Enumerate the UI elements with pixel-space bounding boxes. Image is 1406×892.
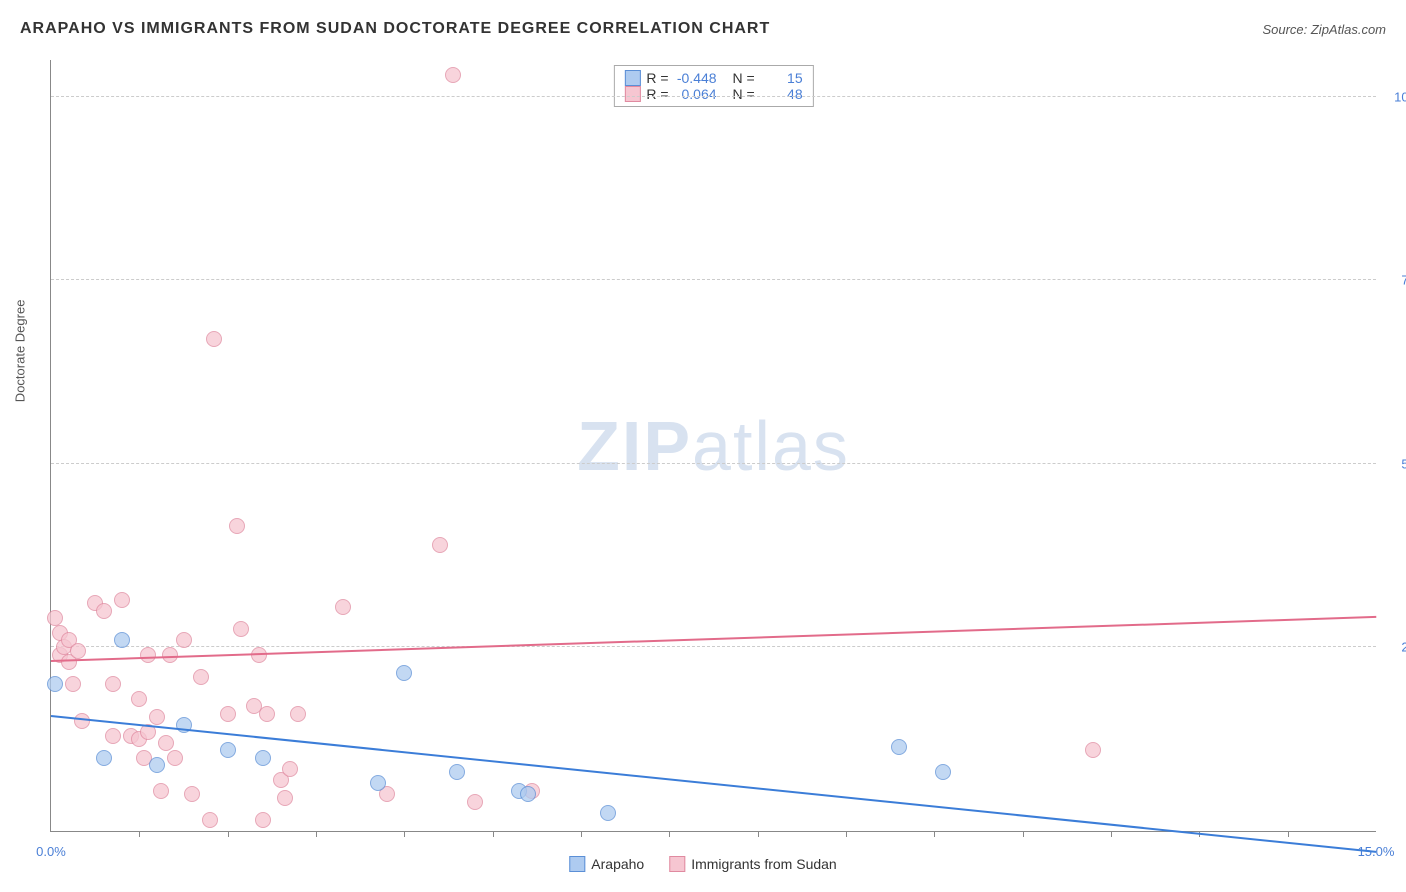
data-point-series2: [167, 750, 183, 766]
x-tick-mark: [1023, 831, 1024, 837]
data-point-series2: [153, 783, 169, 799]
data-point-series2: [96, 603, 112, 619]
data-point-series2: [70, 643, 86, 659]
data-point-series1: [600, 805, 616, 821]
data-point-series2: [282, 761, 298, 777]
data-point-series2: [335, 599, 351, 615]
stats-box: R = -0.448 N = 15 R = 0.064 N = 48: [613, 65, 813, 107]
data-point-series1: [891, 739, 907, 755]
data-point-series2: [202, 812, 218, 828]
gridline: [51, 646, 1376, 647]
data-point-series2: [467, 794, 483, 810]
legend-label: Immigrants from Sudan: [691, 856, 837, 872]
legend-item-series1: Arapaho: [569, 856, 644, 872]
data-point-series2: [149, 709, 165, 725]
legend-label: Arapaho: [591, 856, 644, 872]
source-label: Source: ZipAtlas.com: [1262, 22, 1386, 37]
data-point-series2: [445, 67, 461, 83]
y-tick-label: 10.0%: [1394, 89, 1406, 104]
x-tick-mark: [1111, 831, 1112, 837]
data-point-series2: [65, 676, 81, 692]
y-tick-label: 7.5%: [1401, 273, 1406, 288]
y-tick-label: 2.5%: [1401, 640, 1406, 655]
swatch-series1: [569, 856, 585, 872]
data-point-series2: [206, 331, 222, 347]
trendline-series1: [51, 715, 1376, 853]
x-tick-mark: [228, 831, 229, 837]
x-tick-mark: [316, 831, 317, 837]
x-tick-mark: [934, 831, 935, 837]
y-axis-label: Doctorate Degree: [13, 300, 28, 403]
x-tick-mark: [846, 831, 847, 837]
data-point-series1: [370, 775, 386, 791]
x-tick-mark: [581, 831, 582, 837]
swatch-series2: [669, 856, 685, 872]
x-tick-mark: [404, 831, 405, 837]
data-point-series2: [158, 735, 174, 751]
legend: Arapaho Immigrants from Sudan: [569, 856, 836, 872]
data-point-series1: [255, 750, 271, 766]
watermark: ZIPatlas: [577, 406, 850, 486]
data-point-series2: [114, 592, 130, 608]
gridline: [51, 279, 1376, 280]
data-point-series1: [520, 786, 536, 802]
data-point-series1: [220, 742, 236, 758]
x-tick-mark: [758, 831, 759, 837]
data-point-series1: [96, 750, 112, 766]
gridline: [51, 463, 1376, 464]
data-point-series2: [105, 728, 121, 744]
data-point-series1: [47, 676, 63, 692]
data-point-series2: [255, 812, 271, 828]
chart-plot-area: ZIPatlas R = -0.448 N = 15 R = 0.064 N =…: [50, 60, 1376, 832]
data-point-series1: [114, 632, 130, 648]
data-point-series2: [277, 790, 293, 806]
chart-title: ARAPAHO VS IMMIGRANTS FROM SUDAN DOCTORA…: [20, 20, 770, 38]
data-point-series1: [449, 764, 465, 780]
legend-item-series2: Immigrants from Sudan: [669, 856, 837, 872]
data-point-series2: [220, 706, 236, 722]
data-point-series2: [184, 786, 200, 802]
stats-row-series1: R = -0.448 N = 15: [624, 70, 802, 86]
data-point-series2: [74, 713, 90, 729]
data-point-series2: [176, 632, 192, 648]
x-tick-mark: [139, 831, 140, 837]
data-point-series2: [162, 647, 178, 663]
data-point-series2: [131, 691, 147, 707]
swatch-series1: [624, 70, 640, 86]
data-point-series2: [229, 518, 245, 534]
trendline-series2: [51, 616, 1376, 662]
data-point-series1: [149, 757, 165, 773]
data-point-series2: [105, 676, 121, 692]
swatch-series2: [624, 86, 640, 102]
gridline: [51, 96, 1376, 97]
data-point-series2: [432, 537, 448, 553]
data-point-series2: [233, 621, 249, 637]
data-point-series2: [1085, 742, 1101, 758]
data-point-series2: [140, 647, 156, 663]
y-tick-label: 5.0%: [1401, 456, 1406, 471]
data-point-series1: [396, 665, 412, 681]
data-point-series1: [935, 764, 951, 780]
data-point-series2: [290, 706, 306, 722]
data-point-series2: [259, 706, 275, 722]
x-tick-label: 0.0%: [36, 844, 66, 859]
x-tick-mark: [493, 831, 494, 837]
stats-row-series2: R = 0.064 N = 48: [624, 86, 802, 102]
data-point-series2: [193, 669, 209, 685]
x-tick-mark: [669, 831, 670, 837]
data-point-series2: [47, 610, 63, 626]
x-tick-mark: [1288, 831, 1289, 837]
